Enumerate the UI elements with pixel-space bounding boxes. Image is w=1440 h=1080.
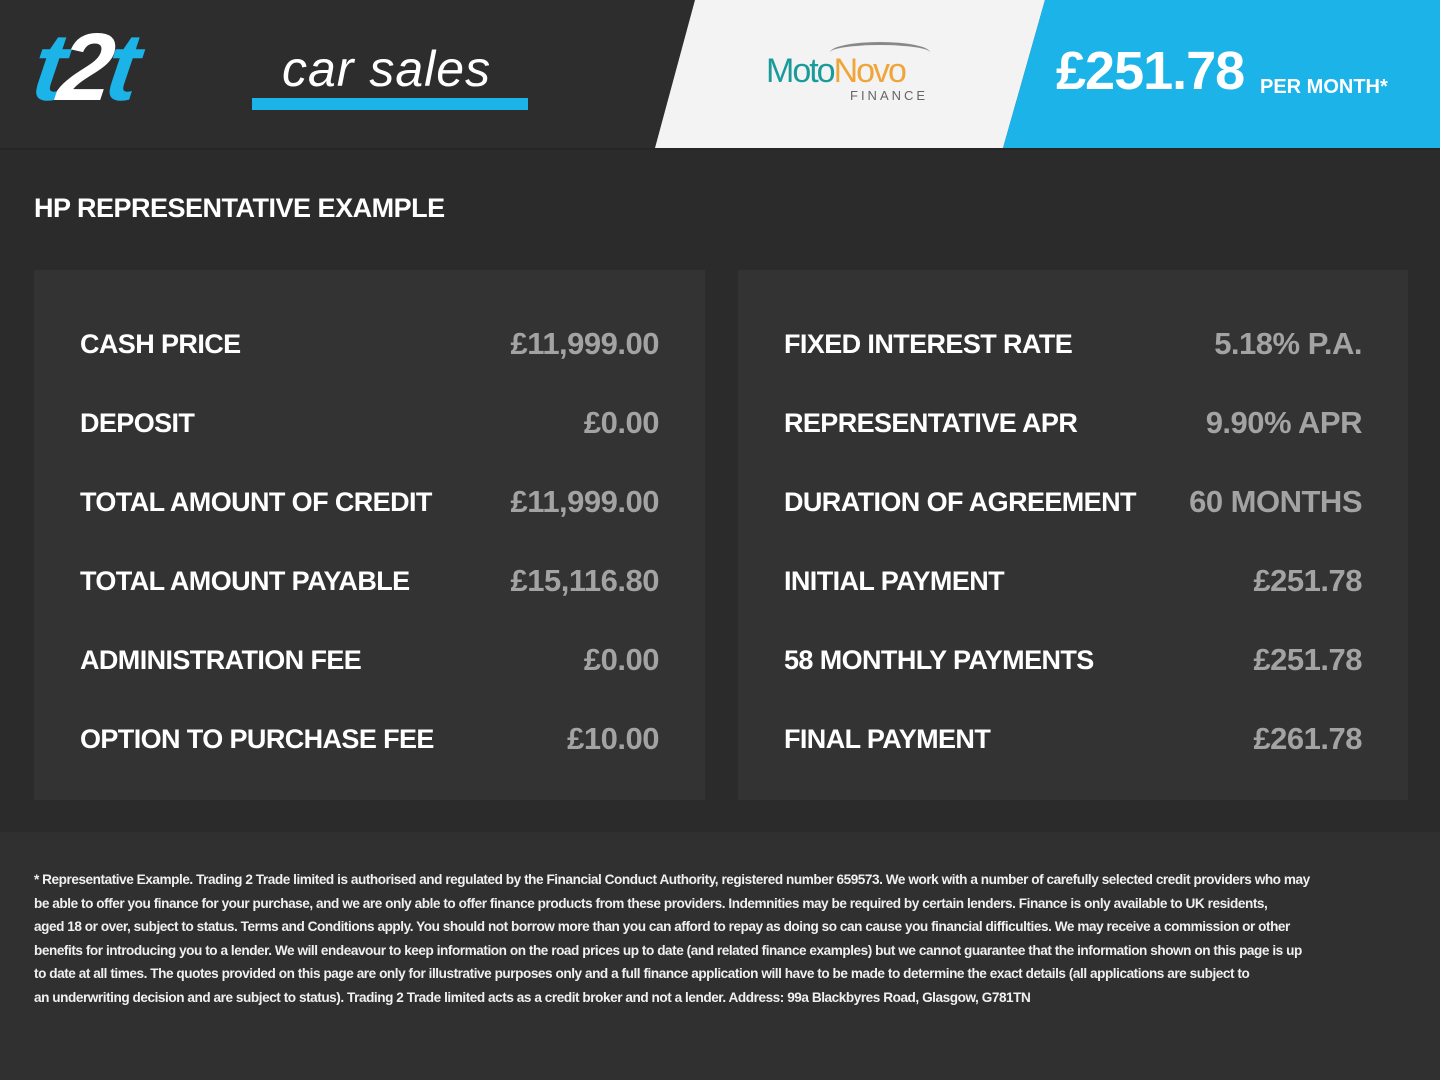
row-label: INITIAL PAYMENT bbox=[784, 565, 1005, 596]
row-label: ADMINISTRATION FEE bbox=[80, 644, 362, 675]
disclaimer-line: an underwriting decision and are subject… bbox=[34, 989, 1031, 1005]
row-value: 5.18% P.A. bbox=[1214, 326, 1362, 361]
lender-subtitle: FINANCE bbox=[850, 88, 929, 103]
finance-row: OPTION TO PURCHASE FEE £10.00 bbox=[80, 719, 659, 759]
row-label: FIXED INTEREST RATE bbox=[784, 328, 1073, 359]
disclaimer-footer: * Representative Example. Trading 2 Trad… bbox=[0, 832, 1440, 1080]
row-label: CASH PRICE bbox=[80, 328, 241, 359]
row-value: £261.78 bbox=[1253, 721, 1362, 756]
header: t2t car sales MotoNovo FINANCE £251.78 P… bbox=[0, 0, 1440, 150]
row-value: £251.78 bbox=[1253, 563, 1362, 598]
finance-row: 58 MONTHLY PAYMENTS £251.78 bbox=[784, 640, 1362, 680]
disclaimer-line: aged 18 or over, subject to status. Term… bbox=[34, 919, 1290, 935]
row-value: £0.00 bbox=[583, 405, 660, 440]
price-band bbox=[1003, 0, 1440, 148]
finance-row: ADMINISTRATION FEE £0.00 bbox=[80, 640, 660, 680]
logo-text: car sales bbox=[282, 41, 492, 97]
finance-row: FIXED INTEREST RATE 5.18% P.A. bbox=[784, 324, 1362, 364]
row-label: DURATION OF AGREEMENT bbox=[784, 486, 1136, 517]
row-label: 58 MONTHLY PAYMENTS bbox=[784, 644, 1094, 675]
logo-underline bbox=[252, 98, 528, 110]
finance-panel-left: CASH PRICE £11,999.00 DEPOSIT £0.00 TOTAL AM… bbox=[34, 270, 705, 800]
finance-row: DURATION OF AGREEMENT 60 MONTHS bbox=[784, 482, 1362, 522]
disclaimer-line: benefits for introducing you to a lender… bbox=[34, 942, 1302, 958]
finance-row: CASH PRICE £11,999.00 bbox=[80, 324, 660, 364]
row-label: OPTION TO PURCHASE FEE bbox=[80, 723, 434, 754]
disclaimer-line: to date at all times. The quotes provide… bbox=[34, 966, 1250, 982]
row-label: REPRESENTATIVE APR bbox=[784, 407, 1078, 438]
row-value: £10.00 bbox=[567, 721, 659, 756]
finance-row: DEPOSIT £0.00 bbox=[80, 403, 660, 443]
row-label: TOTAL AMOUNT PAYABLE bbox=[80, 565, 410, 596]
finance-row: INITIAL PAYMENT £251.78 bbox=[784, 561, 1362, 601]
lender-name-1: Moto bbox=[766, 52, 836, 90]
finance-row: REPRESENTATIVE APR 9.90% APR bbox=[784, 403, 1363, 443]
lender-band bbox=[655, 0, 1045, 148]
motonovo-logo: MotoNovo bbox=[766, 52, 907, 91]
disclaimer-text: * Representative Example. Trading 2 Trad… bbox=[34, 868, 1310, 1010]
row-label: FINAL PAYMENT bbox=[784, 723, 991, 754]
row-label: TOTAL AMOUNT OF CREDIT bbox=[80, 486, 432, 517]
row-value: 60 MONTHS bbox=[1189, 484, 1362, 519]
row-label: DEPOSIT bbox=[80, 407, 195, 438]
logo-mark: t2t bbox=[27, 14, 141, 121]
finance-panel-right: FIXED INTEREST RATE 5.18% P.A. REPRESENTAT… bbox=[738, 270, 1408, 800]
car-outline-icon bbox=[830, 42, 930, 63]
monthly-price: £251.78 bbox=[1056, 41, 1245, 101]
disclaimer-line: * Representative Example. Trading 2 Trad… bbox=[34, 872, 1310, 887]
finance-row: FINAL PAYMENT £261.78 bbox=[784, 719, 1362, 759]
row-value: £11,999.00 bbox=[510, 484, 660, 519]
row-value: £251.78 bbox=[1253, 642, 1362, 677]
finance-row: TOTAL AMOUNT PAYABLE £15,116.80 bbox=[80, 561, 660, 601]
finance-row: TOTAL AMOUNT OF CREDIT £11,999.00 bbox=[80, 482, 660, 522]
lender-name-2: Novo bbox=[833, 52, 907, 90]
section-title: HP REPRESENTATIVE EXAMPLE bbox=[34, 193, 445, 223]
row-value: £0.00 bbox=[583, 642, 660, 677]
per-month-label: PER MONTH* bbox=[1260, 76, 1388, 98]
row-value: 9.90% APR bbox=[1205, 405, 1363, 440]
t2t-logo: t2t car sales bbox=[27, 14, 534, 121]
row-value: £15,116.80 bbox=[510, 563, 660, 598]
row-value: £11,999.00 bbox=[510, 326, 660, 361]
disclaimer-line: be able to offer you finance for your pu… bbox=[34, 895, 1268, 911]
